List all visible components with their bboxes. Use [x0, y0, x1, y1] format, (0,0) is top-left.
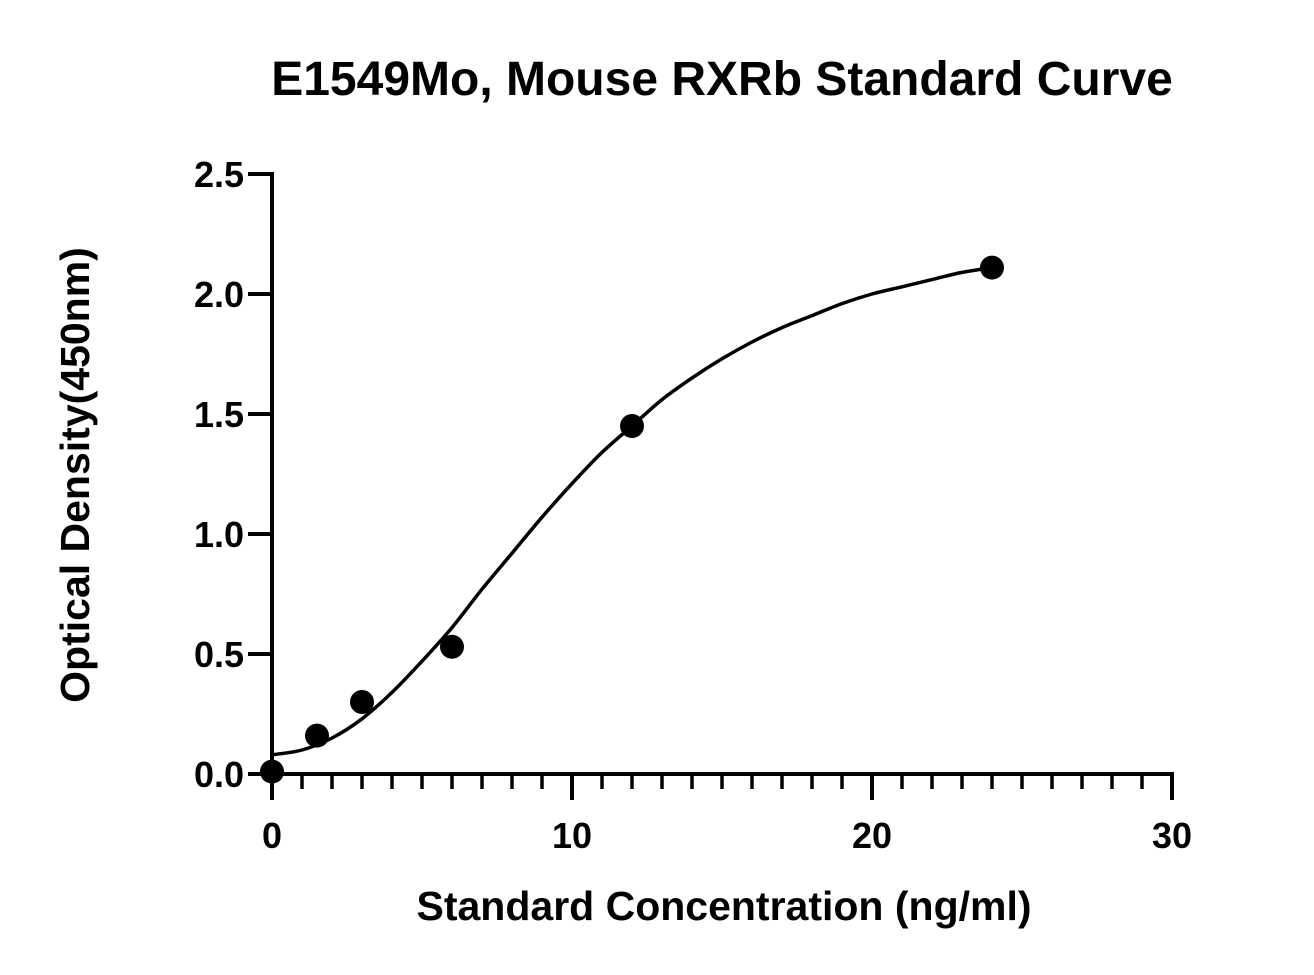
data-point — [620, 414, 644, 438]
data-point — [350, 690, 374, 714]
x-tick-label: 0 — [262, 815, 282, 856]
axes: 0.0 0.5 1.0 1.5 2.0 2.5 0 10 20 30 — [194, 154, 1192, 856]
x-tick-label: 20 — [852, 815, 892, 856]
data-point — [305, 723, 329, 748]
fit-curve — [271, 265, 993, 757]
y-tick-label: 1.5 — [194, 394, 244, 435]
x-tick-label: 30 — [1152, 815, 1192, 856]
x-axis-label: Standard Concentration (ng/ml) — [417, 883, 1032, 929]
data-point — [440, 634, 464, 659]
y-tick-label: 0.5 — [194, 634, 244, 675]
fit-curve-layer — [271, 265, 993, 757]
y-tick-label: 2.0 — [194, 274, 244, 315]
y-tick-label: 0.0 — [194, 754, 244, 795]
y-axis-label: Optical Density(450nm) — [52, 247, 98, 703]
y-tick-label: 2.5 — [194, 154, 244, 195]
x-tick-label: 10 — [552, 815, 592, 856]
y-tick-label: 1.0 — [194, 514, 244, 555]
data-point — [980, 255, 1004, 280]
data-points-layer — [260, 255, 1004, 784]
data-point — [260, 759, 284, 784]
chart-title: E1549Mo, Mouse RXRb Standard Curve — [271, 53, 1173, 106]
